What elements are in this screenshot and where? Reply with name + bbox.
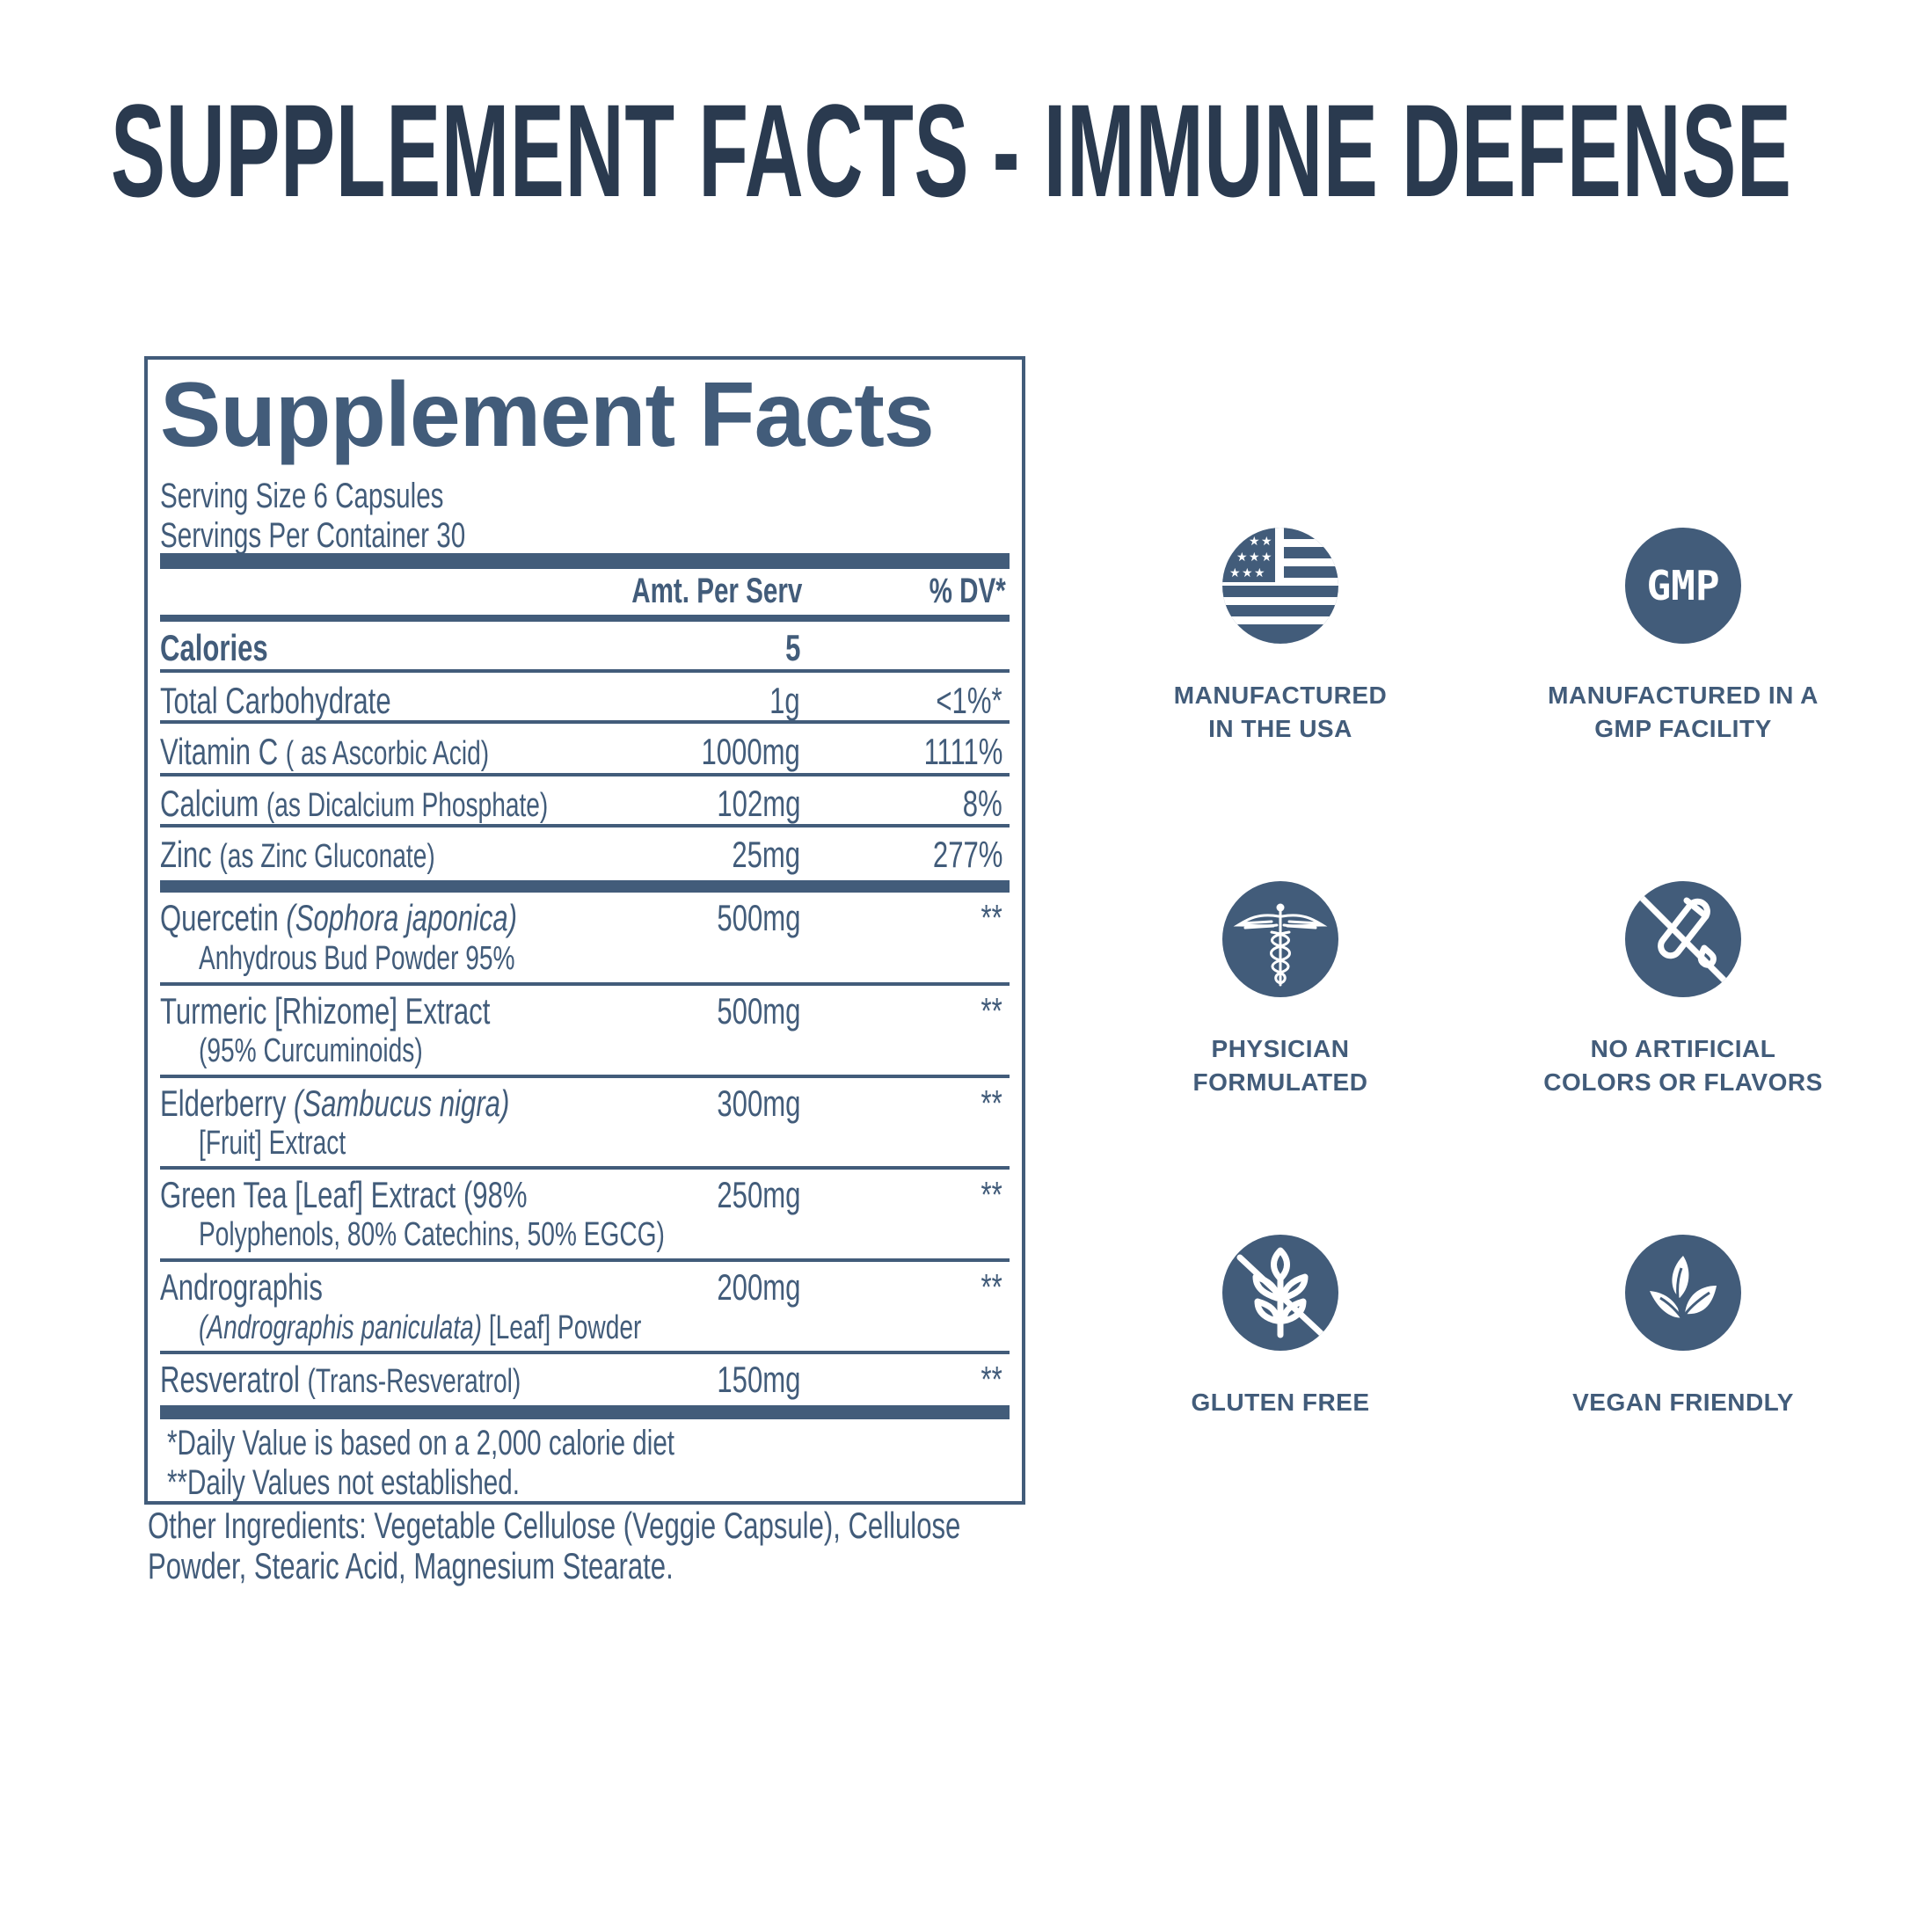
badge-label: VEGAN FRIENDLY xyxy=(1572,1389,1794,1416)
svg-text:★: ★ xyxy=(1249,535,1260,549)
no-wheat-icon xyxy=(1222,1235,1338,1351)
nutrient-row-calcium: Calcium (as Dicalcium Phosphate) 102mg 8… xyxy=(160,783,1002,825)
svg-text:★: ★ xyxy=(1249,550,1260,565)
supplement-facts-panel: Supplement Facts Serving Size 6 Capsules… xyxy=(144,356,1025,1505)
badge-label: PHYSICIAN FORMULATED xyxy=(1192,1035,1368,1096)
svg-text:★: ★ xyxy=(1254,566,1265,580)
dv-column-header: % DV* xyxy=(929,572,1006,610)
badge-no-artificial: NO ARTIFICIAL COLORS OR FLAVORS xyxy=(1498,881,1868,1099)
row-divider xyxy=(160,773,1010,776)
ingredient-row-andrographis-line2: (Andrographis paniculata) [Leaf] Powder xyxy=(199,1309,642,1346)
row-divider xyxy=(160,669,1010,673)
ingredient-row-turmeric-line2: (95% Curcuminoids) xyxy=(199,1032,423,1069)
svg-text:★: ★ xyxy=(1236,550,1248,565)
no-test-tube-icon xyxy=(1625,881,1741,997)
svg-text:★: ★ xyxy=(1242,566,1253,580)
badge-gmp-facility: GMP MANUFACTURED IN A GMP FACILITY xyxy=(1498,528,1868,746)
badge-label: MANUFACTURED IN A GMP FACILITY xyxy=(1548,682,1819,742)
amount-column-header: Amt. Per Serv xyxy=(631,572,802,610)
servings-per-container: Servings Per Container 30 xyxy=(160,516,466,555)
nutrient-row-zinc: Zinc (as Zinc Gluconate) 25mg 277% xyxy=(160,834,1002,876)
badge-label: GLUTEN FREE xyxy=(1191,1389,1370,1416)
badge-gluten-free: GLUTEN FREE xyxy=(1096,1235,1465,1419)
ingredient-row-elderberry: Elderberry (Sambucus nigra) 300mg ** xyxy=(160,1083,1002,1124)
svg-text:★: ★ xyxy=(1261,550,1272,565)
badge-vegan-friendly: VEGAN FRIENDLY xyxy=(1498,1235,1868,1419)
page-title: SUPPLEMENT FACTS - IMMUNE DEFENSE xyxy=(111,77,1792,224)
footnote-daily-value: *Daily Value is based on a 2,000 calorie… xyxy=(167,1424,675,1462)
row-divider xyxy=(160,720,1010,724)
us-flag-icon: ★ ★ ★ ★ ★ ★ ★ ★ xyxy=(1222,528,1338,644)
thick-rule xyxy=(160,880,1010,893)
svg-text:GMP: GMP xyxy=(1646,562,1719,609)
other-ingredients: Other Ingredients: Vegetable Cellulose (… xyxy=(148,1505,961,1586)
ingredient-row-elderberry-line2: [Fruit] Extract xyxy=(199,1125,346,1162)
ingredient-row-green-tea: Green Tea [Leaf] Extract (98% 250mg ** xyxy=(160,1174,1002,1215)
thick-rule xyxy=(160,553,1010,569)
badge-label: NO ARTIFICIAL COLORS OR FLAVORS xyxy=(1543,1035,1823,1096)
row-divider xyxy=(160,824,1010,827)
nutrient-row-vitamin-c: Vitamin C ( as Ascorbic Acid) 1000mg 111… xyxy=(160,731,1002,773)
ingredient-row-andrographis: Andrographis 200mg ** xyxy=(160,1266,1002,1308)
row-divider xyxy=(160,1075,1010,1078)
row-divider xyxy=(160,1258,1010,1262)
facts-heading: Supplement Facts xyxy=(160,364,935,466)
serving-size: Serving Size 6 Capsules xyxy=(160,477,444,515)
caduceus-icon xyxy=(1222,881,1338,997)
gmp-icon: GMP xyxy=(1625,528,1741,644)
medium-rule xyxy=(160,615,1010,622)
ingredient-row-turmeric: Turmeric [Rhizome] Extract 500mg ** xyxy=(160,990,1002,1032)
column-headers: Amt. Per Serv % DV* xyxy=(160,571,1010,611)
nutrient-row-total-carbohydrate: Total Carbohydrate 1g <1%* xyxy=(160,680,1002,721)
leaf-sprout-icon xyxy=(1625,1235,1741,1351)
ingredient-row-quercetin: Quercetin (Sophora japonica) 500mg ** xyxy=(160,897,1002,938)
svg-text:★: ★ xyxy=(1229,566,1241,580)
badge-physician-formulated: PHYSICIAN FORMULATED xyxy=(1096,881,1465,1099)
nutrient-row-calories: Calories 5 xyxy=(160,627,800,668)
ingredient-row-quercetin-line2: Anhydrous Bud Powder 95% xyxy=(199,940,515,977)
ingredient-row-resveratrol: Resveratrol (Trans-Resveratrol) 150mg ** xyxy=(160,1359,1002,1401)
row-divider xyxy=(160,982,1010,986)
ingredient-row-green-tea-line2: Polyphenols, 80% Catechins, 50% EGCG) xyxy=(199,1216,665,1253)
footnote-not-established: **Daily Values not established. xyxy=(167,1463,520,1502)
row-divider xyxy=(160,1166,1010,1170)
row-divider xyxy=(160,1351,1010,1354)
badge-made-in-usa: ★ ★ ★ ★ ★ ★ ★ ★ MANUFACTURED IN THE USA xyxy=(1096,528,1465,746)
thick-rule xyxy=(160,1405,1010,1419)
badge-label: MANUFACTURED IN THE USA xyxy=(1173,682,1388,742)
svg-text:★: ★ xyxy=(1261,535,1272,549)
